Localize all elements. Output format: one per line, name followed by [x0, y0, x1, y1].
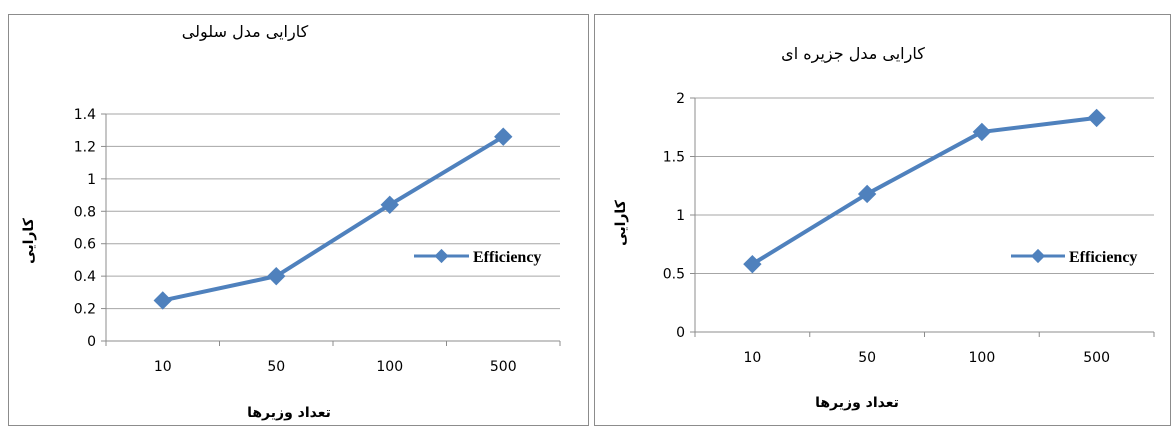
x-tick-label: 100 [376, 359, 403, 375]
y-axis-label: کارایی [21, 217, 37, 264]
x-tick-label: 10 [154, 359, 172, 375]
chart-svg: کارایی مدل جزیره ای کارایی تعداد وزیرها … [613, 44, 1155, 411]
x-tick-label: 10 [743, 350, 761, 366]
data-point [267, 266, 286, 286]
series-line [751, 115, 1097, 266]
y-tick-label: 0.6 [74, 237, 96, 253]
cropped-caption-text [0, 0, 1173, 14]
legend-label: Efficiency [473, 249, 541, 266]
series-line [162, 134, 505, 303]
y-tick-label: 1.5 [663, 150, 685, 166]
y-axis-label: کارایی [613, 199, 629, 246]
data-point [1087, 108, 1106, 128]
x-tick-label: 50 [858, 350, 876, 366]
chart-title: کارایی مدل سلولی [182, 22, 309, 42]
y-tick-label: 1.4 [74, 107, 96, 123]
y-tick-label: 1 [676, 208, 685, 224]
y-tick-label: 0 [87, 334, 96, 350]
cellular-model-efficiency-chart: کارایی مدل سلولی کارایی تعداد وزیرها Eff… [8, 14, 589, 426]
y-tick-label: 0.8 [74, 204, 96, 220]
y-tick-label: 1.2 [74, 139, 96, 155]
y-tick-label: 0.5 [663, 267, 685, 283]
chart-svg: کارایی مدل سلولی کارایی تعداد وزیرها Eff… [21, 22, 561, 421]
data-point [972, 122, 992, 142]
legend-marker [434, 248, 449, 264]
x-tick-label: 500 [1083, 350, 1110, 366]
data-point [857, 184, 877, 204]
x-tick-label: 50 [267, 359, 285, 375]
legend: Efficiency [1011, 248, 1137, 266]
legend: Efficiency [414, 248, 541, 266]
x-axis-label: تعداد وزیرها [247, 405, 331, 421]
x-tick-label: 500 [490, 359, 517, 375]
legend-label: Efficiency [1069, 249, 1137, 266]
y-tick-label: 0 [676, 325, 685, 341]
y-tick-label: 0.2 [74, 302, 96, 318]
x-axis-label: تعداد وزیرها [815, 395, 899, 411]
data-point [743, 254, 762, 274]
data-point [153, 291, 172, 310]
data-point [380, 195, 399, 214]
data-point [494, 127, 513, 146]
island-model-efficiency-chart: کارایی مدل جزیره ای کارایی تعداد وزیرها … [594, 14, 1171, 426]
y-tick-label: 0.4 [74, 269, 96, 285]
y-tick-label: 1 [87, 172, 96, 188]
chart-title: کارایی مدل جزیره ای [781, 44, 925, 64]
x-tick-label: 100 [969, 350, 996, 366]
y-tick-label: 2 [676, 91, 685, 107]
legend-marker [1030, 248, 1046, 264]
